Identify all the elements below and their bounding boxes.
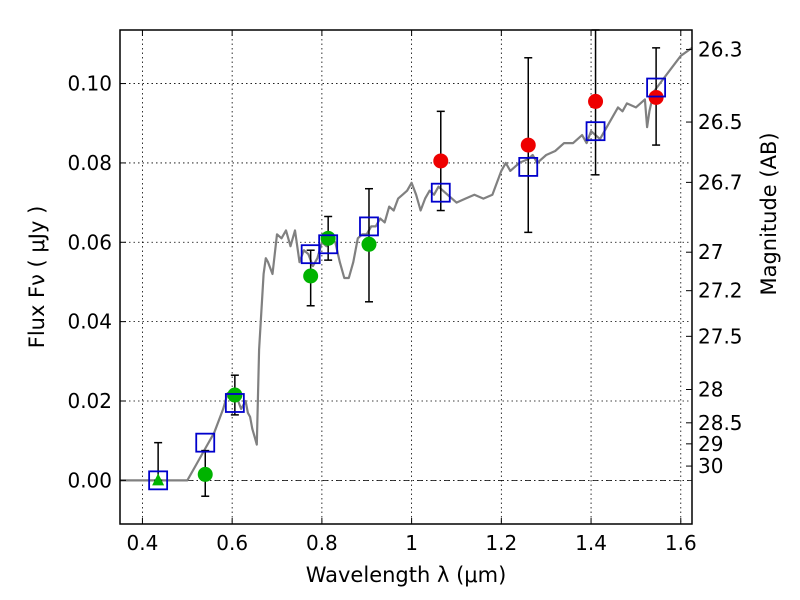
- right-tick-label: 26.5: [698, 110, 743, 134]
- model-band-marker: [318, 234, 339, 255]
- marker-layer: [148, 77, 667, 491]
- detection-point: [303, 268, 319, 284]
- right-tick-label: 28: [698, 377, 723, 401]
- upper-limit-marker: [152, 473, 165, 486]
- model-band-marker: [359, 216, 379, 237]
- model-band-marker: [585, 121, 606, 142]
- model-band-marker: [148, 470, 169, 491]
- model-band-marker: [430, 182, 451, 203]
- detection-point: [361, 236, 377, 252]
- model-band-marker: [300, 244, 321, 265]
- tick-layer: 0.4 0.6 0.8 1 1.2 1.4 1.6 0.00 0.02 0.04 0.06 0.08 0…: [67, 30, 743, 555]
- y-axis-title: Flux Fν ( μJy ): [25, 206, 49, 349]
- grid-layer: [120, 30, 692, 524]
- x-tick-label: 1.4: [575, 531, 607, 555]
- right-tick-label: 27.5: [698, 324, 743, 348]
- right-tick-label: 27: [698, 240, 723, 264]
- nir-detection-point: [520, 137, 536, 153]
- right-tick-label: 27.2: [698, 279, 743, 303]
- nir-detection-point: [588, 93, 604, 109]
- y-tick-label: 0.08: [67, 151, 112, 175]
- nir-detection-point: [433, 153, 449, 169]
- right-tick-label: 28.5: [698, 411, 743, 435]
- y-tick-label: 0.00: [67, 468, 112, 492]
- x-tick-label: 0.6: [216, 531, 248, 555]
- model-band-marker: [195, 432, 216, 453]
- right-tick-label: 30: [698, 454, 723, 478]
- model-spectrum-line: [120, 47, 693, 482]
- x-tick-label: 1.2: [485, 531, 517, 555]
- model-band-marker: [224, 393, 245, 413]
- x-tick-label: 0.8: [306, 531, 338, 555]
- nir-detection-point: [648, 89, 664, 105]
- y-tick-label: 0.04: [67, 310, 112, 334]
- x-axis-title: Wavelength λ (μm): [306, 563, 507, 587]
- x-tick-label: 1.6: [665, 531, 697, 555]
- right-tick-label: 26.3: [698, 37, 743, 61]
- model-band-marker: [518, 156, 539, 177]
- right-tick-label: 29: [698, 432, 723, 456]
- detection-point: [197, 466, 213, 482]
- y-tick-label: 0.02: [67, 389, 112, 413]
- errorbar-layer: [154, 29, 661, 497]
- spectrum-layer: [120, 47, 693, 482]
- y-tick-label: 0.10: [67, 72, 112, 96]
- y-tick-label: 0.06: [67, 230, 112, 254]
- x-tick-label: 1: [405, 531, 418, 555]
- detection-point: [227, 387, 243, 403]
- detection-point: [320, 230, 336, 246]
- model-band-marker: [646, 77, 667, 98]
- right-tick-label: 26.7: [698, 170, 743, 194]
- y-axis-right-title: Magnitude (AB): [757, 132, 781, 295]
- x-tick-label: 0.4: [127, 531, 159, 555]
- plot-frame: [119, 29, 693, 525]
